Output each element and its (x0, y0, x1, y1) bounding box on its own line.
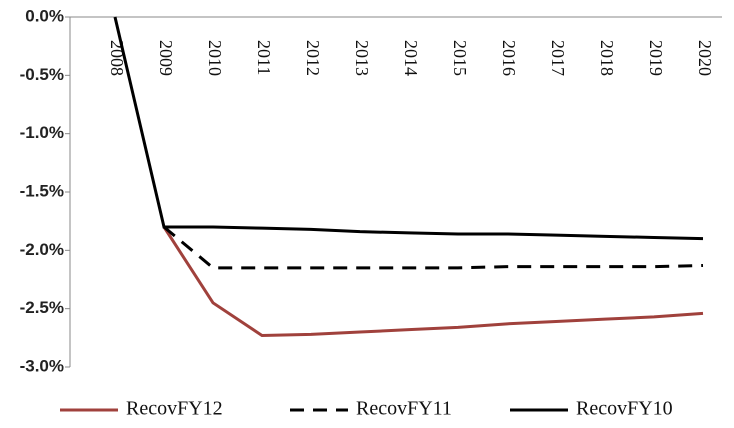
x-tick-label: 2019 (646, 40, 666, 76)
x-tick-label: 2020 (695, 40, 715, 76)
x-tick-label: 2014 (401, 40, 421, 76)
x-tick-label: 2009 (156, 40, 176, 76)
x-tick-label: 2013 (352, 40, 372, 76)
legend-label: RecovFY11 (356, 398, 452, 420)
y-tick-label: -1.5% (20, 181, 64, 200)
x-tick-label: 2011 (254, 40, 274, 75)
series-line (162, 226, 704, 338)
x-tick-label: 2010 (205, 40, 225, 76)
y-tick-label: 0.0% (25, 6, 64, 25)
x-tick-label: 2012 (303, 40, 323, 76)
y-tick-label: -1.0% (20, 123, 64, 142)
y-tick-label: -2.0% (20, 240, 64, 259)
y-tick-label: -2.5% (20, 298, 64, 317)
x-tick-label: 2015 (450, 40, 470, 76)
series-line (113, 16, 704, 241)
x-tick-label: 2017 (548, 40, 568, 76)
series-line (163, 225, 704, 270)
x-tick-label: 2016 (499, 40, 519, 76)
legend-label: RecovFY10 (576, 398, 673, 420)
x-tick-label: 2018 (597, 40, 617, 76)
y-tick-label: -0.5% (20, 65, 64, 84)
legend-label: RecovFY12 (126, 398, 223, 420)
y-tick-label: -3.0% (20, 356, 64, 375)
